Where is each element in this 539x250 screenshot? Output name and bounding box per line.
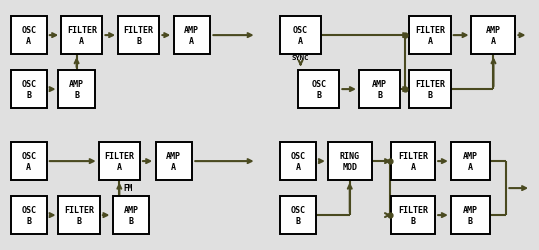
Text: OSC
B: OSC B [291, 206, 306, 225]
Bar [99, 142, 140, 180]
Text: FILTER
A: FILTER A [105, 152, 134, 171]
Bar [58, 196, 100, 234]
Bar [11, 142, 47, 180]
Bar [451, 196, 489, 234]
Bar [451, 142, 489, 180]
Text: FM: FM [123, 183, 133, 192]
Text: SYNC: SYNC [292, 55, 309, 61]
Text: FILTER
A: FILTER A [415, 26, 445, 46]
Text: FILTER
B: FILTER B [398, 206, 428, 225]
Bar [280, 17, 321, 55]
Text: AMP
A: AMP A [166, 152, 181, 171]
Bar [11, 17, 47, 55]
Text: AMP
B: AMP B [69, 80, 84, 100]
Bar [280, 196, 316, 234]
Text: AMP
A: AMP A [184, 26, 199, 46]
Text: OSC
A: OSC A [293, 26, 308, 46]
Bar [11, 70, 47, 109]
Text: OSC
B: OSC B [21, 80, 36, 100]
Text: AMP
B: AMP B [123, 206, 139, 225]
Text: FILTER
B: FILTER B [415, 80, 445, 100]
Text: FILTER
B: FILTER B [64, 206, 94, 225]
Bar [174, 17, 210, 55]
Bar [391, 196, 435, 234]
Text: FILTER
A: FILTER A [398, 152, 428, 171]
Bar [156, 142, 192, 180]
Bar [118, 17, 160, 55]
Bar [409, 70, 451, 109]
Bar [113, 196, 149, 234]
Bar [328, 142, 372, 180]
Bar [61, 17, 102, 55]
Bar [409, 17, 451, 55]
Bar [280, 142, 316, 180]
Text: OSC
B: OSC B [311, 80, 326, 100]
Text: OSC
A: OSC A [21, 152, 36, 171]
Text: AMP
A: AMP A [486, 26, 501, 46]
Bar [298, 70, 340, 109]
Text: AMP
B: AMP B [462, 206, 478, 225]
Bar [359, 70, 400, 109]
Bar [58, 70, 95, 109]
Bar [472, 17, 515, 55]
Text: RING
MOD: RING MOD [340, 152, 360, 171]
Bar [391, 142, 435, 180]
Text: AMP
A: AMP A [462, 152, 478, 171]
Text: FILTER
B: FILTER B [124, 26, 154, 46]
Text: OSC
B: OSC B [21, 206, 36, 225]
Text: OSC
A: OSC A [21, 26, 36, 46]
Text: FILTER
A: FILTER A [67, 26, 97, 46]
Bar [11, 196, 47, 234]
Text: OSC
A: OSC A [291, 152, 306, 171]
Text: AMP
B: AMP B [372, 80, 387, 100]
